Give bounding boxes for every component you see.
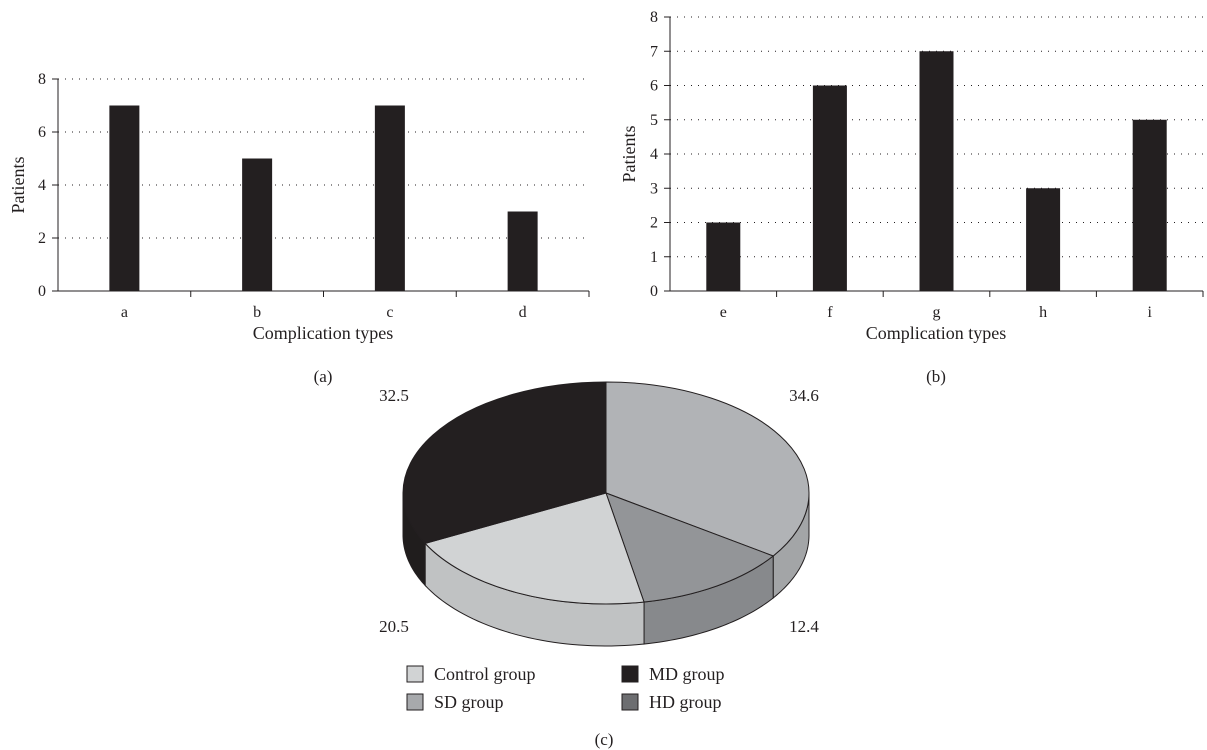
bar-h [1026,188,1061,291]
slice-value-label: 12.4 [789,617,819,636]
bars-a [109,105,538,291]
x-tick-label: h [1039,304,1047,321]
y-tick-label: 0 [38,283,46,300]
y-tick-label: 8 [38,71,46,88]
legend-label: SD group [434,692,504,712]
x-tick-label: a [121,304,128,321]
x-tick-label: g [933,304,941,321]
bar-e [706,222,741,291]
legend-swatch-md-group [621,665,639,683]
x-tick-label: c [386,304,393,321]
y-tick-label: 6 [38,124,46,141]
y-tick-label: 7 [650,43,658,60]
slice-value-label: 20.5 [379,617,409,636]
legend-swatch-hd-group [621,693,639,711]
bar-d [507,211,538,291]
legend-swatch-control-group [406,665,424,683]
pie-c [402,381,810,647]
bar-g [919,51,954,291]
x-axis-label-a: Complication types [253,323,393,343]
legend-label: Control group [434,664,536,684]
slice-value-label: 32.5 [379,386,409,405]
pie-chart-c: 34.6 12.4 20.5 32.5 Control group MD group SD… [379,381,819,749]
x-axis-label-b: Complication types [866,323,1006,343]
x-tick-label: f [827,304,833,321]
pie-slice-md-group [402,381,607,544]
y-axis-label-a: Patients [8,157,28,214]
axes-b [664,16,1204,297]
bar-chart-a: 0 2 4 6 8 a b c d Complication types Patients (a… [8,71,590,386]
y-axis-label-b: Patients [619,126,639,183]
panel-label-c: (c) [595,730,614,749]
x-tick-label: e [720,304,727,321]
bar-f [812,85,847,291]
bar-chart-b: 0 1 2 3 4 5 6 7 8 e f g h i Complication types Patien… [619,9,1204,386]
slice-value-label: 34.6 [789,386,819,405]
y-tick-label: 5 [650,112,658,129]
bar-b [242,158,273,291]
legend-label: HD group [649,692,722,712]
axes-a [52,78,590,297]
y-tick-label: 2 [650,215,658,232]
y-tick-label: 2 [38,230,46,247]
ticks-a: 0 2 4 6 8 a b c d [38,71,527,321]
y-tick-label: 0 [650,283,658,300]
ticks-b: 0 1 2 3 4 5 6 7 8 e f g h i [650,9,1152,321]
y-tick-label: 3 [650,180,658,197]
bar-c [374,105,405,291]
pie-slice-control-group [605,381,810,557]
panel-label-b: (b) [926,367,946,386]
y-tick-label: 6 [650,78,658,95]
x-tick-label: d [519,304,527,321]
y-tick-label: 1 [650,249,658,266]
bar-i [1132,119,1167,291]
legend-swatch-sd-group [406,693,424,711]
slice-labels-c: 34.6 12.4 20.5 32.5 [379,386,819,636]
y-tick-label: 4 [650,146,658,163]
pie-slice-sd-group [424,492,645,605]
bars-b [706,51,1167,291]
x-tick-label: i [1147,304,1152,321]
pie-slice-hd-group [605,492,775,603]
legend-label: MD group [649,664,725,684]
panel-label-a: (a) [314,367,333,386]
bar-a [109,105,140,291]
y-tick-label: 8 [650,9,658,26]
legend-c: Control group MD group SD group HD group [406,664,725,712]
x-tick-label: b [253,304,261,321]
y-tick-label: 4 [38,177,46,194]
